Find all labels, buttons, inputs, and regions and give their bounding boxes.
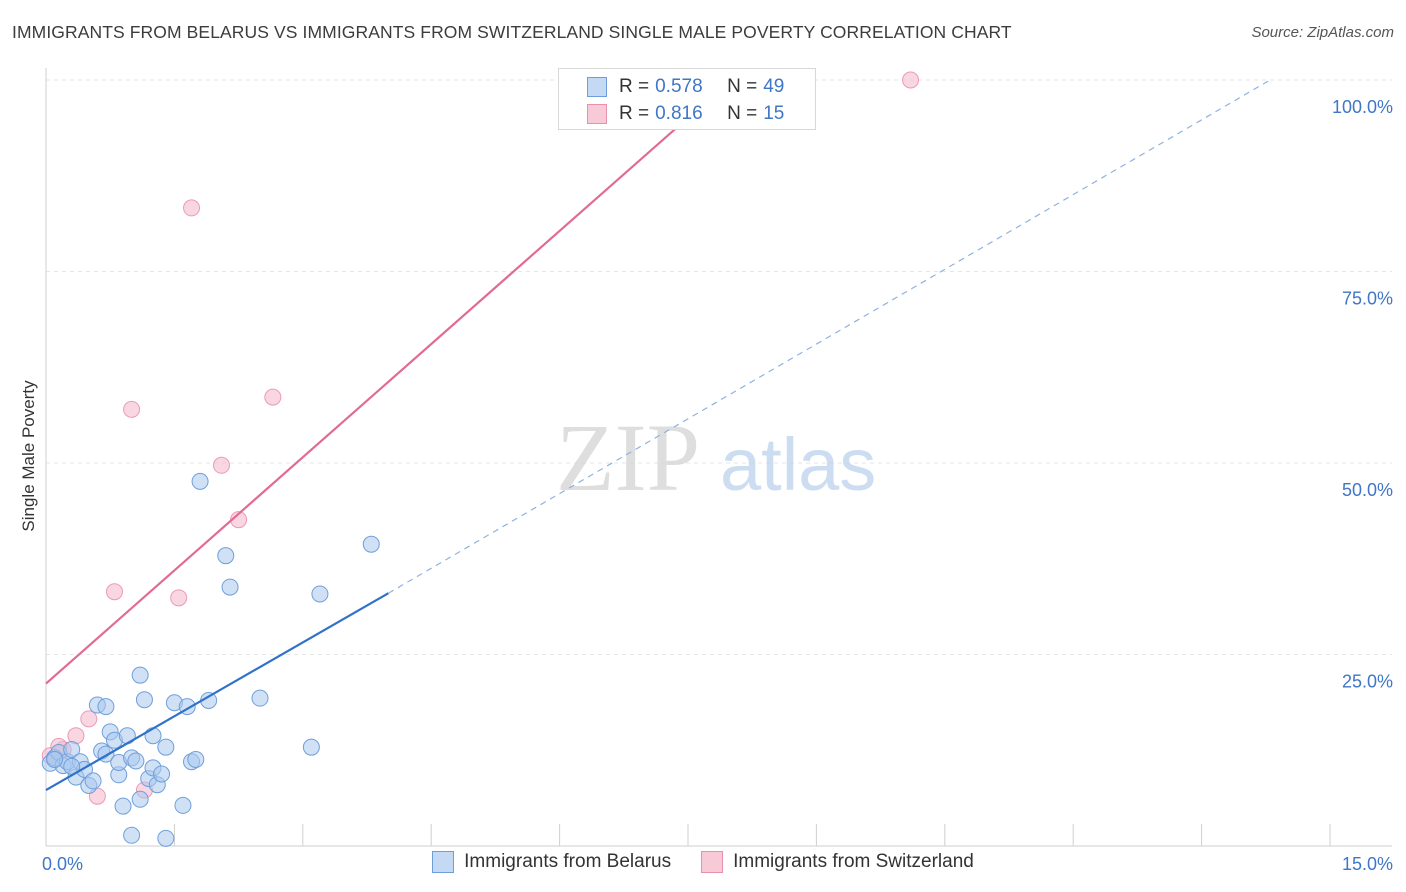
legend-row-switzerland: R = 0.816 N = 15 <box>587 101 784 127</box>
trend-line-switzerland <box>45 79 732 685</box>
data-point-belarus <box>144 727 162 745</box>
data-point-belarus <box>217 547 235 565</box>
data-point-switzerland <box>170 589 188 607</box>
data-point-switzerland <box>264 388 282 406</box>
data-point-belarus <box>302 738 320 756</box>
series-legend: Immigrants from Belarus Immigrants from … <box>0 851 1406 873</box>
legend-swatch-belarus <box>587 77 607 97</box>
data-point-switzerland <box>902 71 920 89</box>
data-point-belarus <box>63 740 81 758</box>
legend-n-label: N = <box>727 103 758 124</box>
legend-r-value-belarus: 0.578 <box>655 76 703 97</box>
legend-n-value-belarus: 49 <box>763 76 785 97</box>
data-point-belarus <box>251 689 269 707</box>
data-point-belarus <box>191 472 209 490</box>
gridlines <box>46 79 1392 655</box>
trend-lines <box>45 79 1271 792</box>
data-point-belarus <box>135 691 153 709</box>
data-point-belarus <box>221 578 239 596</box>
legend-r-label: R = <box>619 76 650 97</box>
y-tick-label: 50.0% <box>1342 480 1393 500</box>
series-legend-label-switzerland: Immigrants from Switzerland <box>733 851 974 872</box>
data-point-belarus <box>157 829 175 847</box>
data-point-belarus <box>362 535 380 553</box>
data-point-switzerland <box>80 710 98 728</box>
legend-r-value-switzerland: 0.816 <box>655 103 703 124</box>
data-point-belarus <box>131 666 149 684</box>
trend-line-belarus <box>45 592 389 792</box>
data-point-switzerland <box>123 400 141 418</box>
data-point-switzerland <box>105 583 123 601</box>
data-point-belarus <box>311 585 329 603</box>
data-point-belarus <box>174 796 192 814</box>
series-legend-swatch-belarus <box>432 851 455 873</box>
data-point-belarus <box>127 752 145 770</box>
watermark-zip: ZIP <box>556 404 700 511</box>
data-point-belarus <box>157 738 175 756</box>
tick-labels: 25.0% 50.0% 75.0% 100.0% 0.0% 15.0% <box>42 97 1393 874</box>
data-point-belarus <box>84 772 102 790</box>
chart-title: IMMIGRANTS FROM BELARUS VS IMMIGRANTS FR… <box>12 22 1012 42</box>
watermark: ZIP atlas <box>556 404 876 511</box>
data-point-belarus <box>46 750 64 768</box>
series-legend-belarus: Immigrants from Belarus <box>432 851 671 873</box>
legend-r-label: R = <box>619 103 650 124</box>
legend-row-belarus: R = 0.578 N = 49 <box>587 74 784 100</box>
series-legend-swatch-switzerland <box>701 851 724 873</box>
y-tick-label: 75.0% <box>1342 289 1393 309</box>
y-tick-label: 100.0% <box>1332 97 1393 117</box>
data-point-switzerland <box>212 456 230 474</box>
data-point-belarus <box>123 826 141 844</box>
data-point-belarus <box>153 765 171 783</box>
data-point-belarus <box>114 797 132 815</box>
x-tick-label: 15.0% <box>1342 854 1393 874</box>
data-point-switzerland <box>183 199 201 217</box>
data-point-belarus <box>187 750 205 768</box>
source-label: Source: ZipAtlas.com <box>1251 24 1394 41</box>
data-point-belarus <box>97 698 115 716</box>
series-belarus-points <box>41 472 380 847</box>
series-legend-switzerland: Immigrants from Switzerland <box>701 851 974 873</box>
data-point-belarus <box>131 790 149 808</box>
legend-n-value-switzerland: 15 <box>763 103 785 124</box>
x-tick-label: 0.0% <box>42 854 83 874</box>
y-axis-label: Single Male Poverty <box>19 380 38 532</box>
legend-n-label: N = <box>727 76 758 97</box>
axes <box>45 68 1392 847</box>
legend-swatch-switzerland <box>587 104 607 124</box>
watermark-atlas: atlas <box>720 423 876 506</box>
correlation-legend: R = 0.578 N = 49 R = 0.816 N = 15 <box>558 68 816 130</box>
y-tick-label: 25.0% <box>1342 672 1393 692</box>
series-legend-label-belarus: Immigrants from Belarus <box>464 851 672 872</box>
trend-line-belarus-extension <box>388 79 1271 594</box>
